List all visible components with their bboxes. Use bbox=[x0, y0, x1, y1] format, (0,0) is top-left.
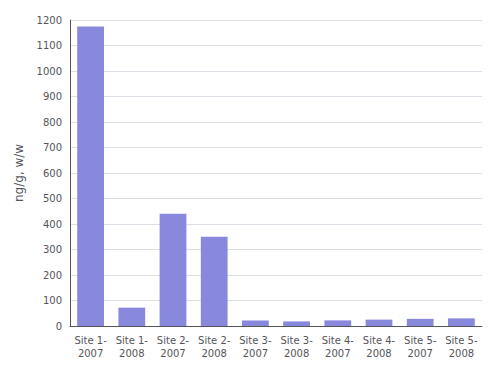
svg-text:Site 4-: Site 4- bbox=[322, 335, 355, 346]
svg-text:2008: 2008 bbox=[201, 348, 226, 359]
svg-text:Site 5-: Site 5- bbox=[404, 335, 437, 346]
svg-text:700: 700 bbox=[43, 142, 62, 153]
svg-text:2007: 2007 bbox=[325, 348, 350, 359]
svg-text:2007: 2007 bbox=[160, 348, 185, 359]
svg-text:1000: 1000 bbox=[37, 66, 62, 77]
svg-text:Site 3-: Site 3- bbox=[239, 335, 272, 346]
svg-text:1100: 1100 bbox=[37, 40, 62, 51]
svg-text:1200: 1200 bbox=[37, 15, 62, 26]
svg-text:2008: 2008 bbox=[119, 348, 144, 359]
svg-text:ng/g, w/w: ng/g, w/w bbox=[12, 144, 26, 202]
svg-text:600: 600 bbox=[43, 168, 62, 179]
svg-text:0: 0 bbox=[56, 321, 62, 332]
svg-text:Site 3-: Site 3- bbox=[280, 335, 313, 346]
svg-text:Site 2-: Site 2- bbox=[157, 335, 190, 346]
svg-text:Site 2-: Site 2- bbox=[198, 335, 231, 346]
svg-text:400: 400 bbox=[43, 219, 62, 230]
svg-text:200: 200 bbox=[43, 270, 62, 281]
svg-text:2007: 2007 bbox=[243, 348, 268, 359]
svg-text:900: 900 bbox=[43, 91, 62, 102]
svg-text:300: 300 bbox=[43, 244, 62, 255]
svg-text:800: 800 bbox=[43, 117, 62, 128]
svg-text:2007: 2007 bbox=[78, 348, 103, 359]
svg-text:2008: 2008 bbox=[449, 348, 474, 359]
svg-text:Site 1-: Site 1- bbox=[74, 335, 107, 346]
svg-text:Site 4-: Site 4- bbox=[363, 335, 396, 346]
svg-text:Site 1-: Site 1- bbox=[116, 335, 149, 346]
svg-text:500: 500 bbox=[43, 193, 62, 204]
svg-text:100: 100 bbox=[43, 295, 62, 306]
svg-text:Site 5-: Site 5- bbox=[445, 335, 478, 346]
svg-text:2008: 2008 bbox=[366, 348, 391, 359]
svg-text:2007: 2007 bbox=[407, 348, 432, 359]
svg-text:2008: 2008 bbox=[284, 348, 309, 359]
